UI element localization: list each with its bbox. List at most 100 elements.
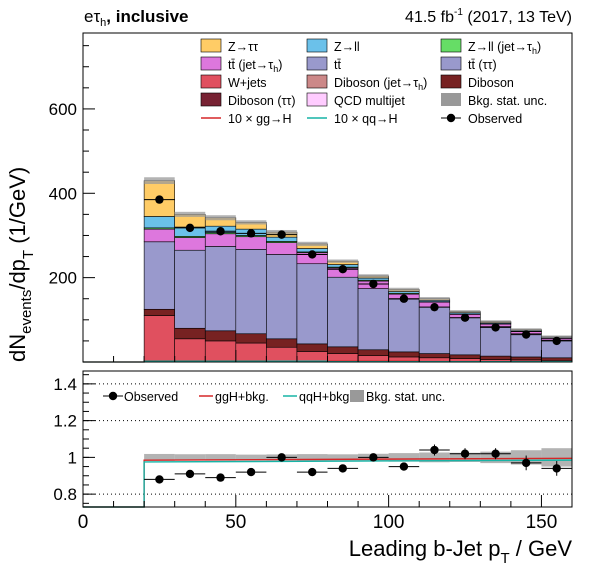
main-frame [82,32,573,363]
legend-label-7: Diboson (jet→τh) [334,76,427,92]
ratio-legend-label-0: Observed [124,390,178,404]
ratio-point-3 [246,467,256,477]
x-tick-label-1: 50 [225,512,246,533]
ratio-observed [144,444,572,484]
stack-bar-1-12 [480,355,512,360]
observed-point-1 [185,223,195,233]
stack-bar-1-7 [327,346,359,354]
legend-swatch-10 [306,92,328,107]
ratio-panel: 0.8 1 1.2 1.4 [53,370,573,508]
ratio-band-bin-14 [541,448,572,467]
unc-band-bin-10 [419,297,450,301]
y-tick-label-0: 200 [49,269,77,288]
observed-layer [144,195,572,346]
ratio-band-bin-1 [144,453,175,461]
ratio-legend-label-1: ggH+bkg. [215,390,269,404]
legend-swatch-6 [200,74,222,89]
legend-label-8: Diboson [468,76,514,90]
ratio-point-1 [185,469,195,479]
stack-bar-0-4 [235,342,267,363]
ratio-gridlines [83,383,572,495]
stack-bar-2-8 [357,288,389,351]
legend-swatch-3 [200,56,222,71]
unc-band-bin-3 [205,215,236,221]
stack-bar-2-3 [204,246,237,332]
stack-layer [143,180,573,363]
unc-band-bin-2 [174,211,206,217]
ratio-band-bin-4 [235,454,267,461]
ratio-lines [83,457,573,508]
legend-swatch-4 [306,56,328,71]
unc-band-bin-11 [449,310,481,313]
unc-band-bin-6 [296,241,328,247]
observed-point-7 [369,279,378,289]
ratio-band-bin-6 [296,454,328,461]
ratio-point-13 [552,464,561,473]
stack-bar-3-5 [266,242,298,255]
x-tick-labels: 0 50 100 150 [78,512,558,533]
stack-bar-1-5 [266,338,298,348]
legend-label-5: tt̄ (ττ) [468,58,497,72]
legend-label-12: 10 × gg→H [228,112,292,126]
unc-band-bin-13 [510,328,542,331]
ratio-point-4 [277,453,286,462]
stack-bar-1-2 [174,327,206,340]
ratio-legend-label-3: Bkg. stat. unc. [366,390,445,404]
stack-bar-1-9 [388,351,420,358]
stack-bar-2-10 [418,306,451,354]
ratio-point-12 [521,458,531,468]
ratio-point-9 [430,445,439,455]
stack-bar-1-3 [204,330,237,342]
ratio-point-8 [399,462,409,471]
ratio-legend-marker-0 [108,391,118,401]
legend-swatch-1 [306,38,328,53]
unc-band-bin-14 [541,335,572,338]
ratio-ggh-line [83,457,573,508]
stack-bar-2-11 [449,317,481,356]
stack-bar-1-13 [510,356,542,361]
legend-label-9: Diboson (ττ) [228,94,296,108]
stack-bar-2-2 [174,249,206,329]
legend-label-0: Z→ττ [228,40,258,54]
ratio-qqh-line [83,459,573,508]
main-panel: 200 400 600 [49,32,573,363]
observed-point-2 [216,227,225,236]
legend-marker-14 [446,113,456,123]
ratio-legend-label-2: qqH+bkg. [299,390,353,404]
legend-swatch-8 [440,74,462,89]
ratio-point-11 [491,449,500,458]
y-tick-label-2: 600 [49,100,77,119]
legend-label-6: W+jets [228,76,267,90]
stack-bar-1-4 [235,333,267,344]
unc-band-bin-12 [480,320,511,323]
ratio-y-tick-label-2: 1.2 [53,412,77,431]
observed-point-10 [460,313,470,322]
observed-point-13 [552,336,561,346]
legend-swatch-5 [440,56,462,71]
ratio-y-tick-label-3: 1.4 [53,375,77,394]
stack-bar-3-1 [143,228,175,243]
ratio-point-10 [460,449,470,458]
stack-bar-1-1 [143,308,175,316]
legend-label-4: tt̄ [334,58,341,72]
observed-point-6 [338,265,347,274]
x-tick-label-2: 100 [373,512,405,533]
stack-bar-2-1 [143,241,175,310]
observed-point-11 [491,323,500,332]
ratio-point-5 [308,467,317,477]
lumi-label: 41.5 fb-1 (2017, 13 TeV) [405,7,572,26]
legend-swatch-9 [200,92,222,107]
stack-bar-2-7 [327,276,359,348]
legend-swatch-2 [440,38,462,53]
ratio-point-7 [369,453,378,462]
stack-bar-1-14 [541,357,573,361]
channel-label: eτh, inclusive [84,7,189,29]
unc-band-bin-4 [235,220,267,225]
ratio-y-tick-label-1: 1 [68,448,77,467]
unc-band-bin-1 [144,177,175,185]
y-axis-label: dNevents/dpT (1/GeV) [5,167,37,362]
ratio-point-0 [155,475,164,484]
stack-bar-2-9 [388,298,420,353]
observed-point-4 [277,230,286,239]
